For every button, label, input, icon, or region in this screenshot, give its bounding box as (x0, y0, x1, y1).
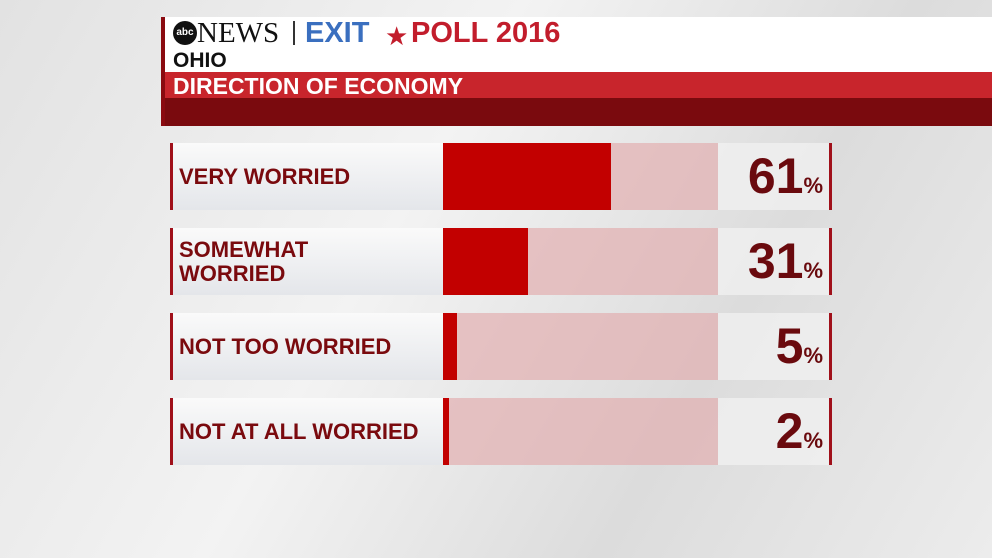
chart-title: DIRECTION OF ECONOMY (173, 73, 464, 99)
bar-track (443, 313, 718, 380)
value-label: 2% (718, 398, 832, 465)
subtitle: OHIO (173, 49, 227, 72)
category-label: NOT TOO WORRIED (170, 313, 443, 380)
network: NEWS (197, 17, 280, 49)
category-label: VERY WORRIED (170, 143, 443, 210)
separator (293, 21, 295, 45)
bar-track (443, 228, 718, 295)
star: ★ (385, 21, 409, 51)
title-band: DIRECTION OF ECONOMY (165, 72, 992, 99)
category-label: SOMEWHAT WORRIED (170, 228, 443, 295)
exit: EXIT (305, 17, 370, 49)
bar (443, 398, 449, 465)
row: NOT TOO WORRIED 5% (170, 313, 832, 380)
bar (443, 228, 529, 295)
bar (443, 143, 611, 210)
value-label: 31% (718, 228, 832, 295)
row: SOMEWHAT WORRIED 31% (170, 228, 832, 295)
header: abc NEWS EXIT ★ POLL 2016 OHIO (165, 17, 992, 72)
value-label: 5% (718, 313, 832, 380)
logo: abc (173, 21, 197, 45)
row: VERY WORRIED 61% (170, 143, 832, 210)
bar-track (443, 398, 718, 465)
row: NOT AT ALL WORRIED 2% (170, 398, 832, 465)
accent-line (161, 17, 165, 126)
band (165, 98, 992, 126)
bar (443, 313, 457, 380)
value-label: 61% (718, 143, 832, 210)
bar-track (443, 143, 718, 210)
category-label: NOT AT ALL WORRIED (170, 398, 443, 465)
poll: POLL 2016 (411, 17, 561, 49)
